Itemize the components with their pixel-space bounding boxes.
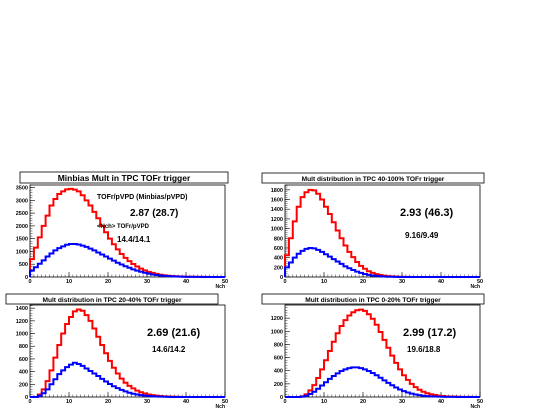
x-tick-label: 20 (105, 279, 111, 285)
y-tick-label: 1400 (271, 207, 283, 213)
chart-title: Mult distribution in TPC 20-40% TOFr tri… (42, 297, 182, 304)
x-tick-label: 50 (222, 399, 228, 405)
annotation: 19.6/18.8 (407, 345, 441, 354)
x-axis-label: Nch (471, 404, 480, 410)
histogram-series-1 (30, 308, 225, 398)
chart-title-box (5, 293, 219, 305)
chart-panel-3: Mult distribution in TPC 20-40% TOFr tri… (5, 293, 228, 410)
x-axis-label: Nch (216, 284, 225, 290)
x-tick-label: 50 (222, 279, 228, 285)
y-tick-label: 0 (25, 395, 28, 401)
y-tick-label: 0 (280, 275, 283, 281)
histogram-series-1 (29, 187, 226, 278)
y-tick-label: 3000 (16, 198, 28, 204)
y-tick-label: 800 (274, 236, 283, 242)
x-tick-label: 10 (321, 399, 327, 405)
y-tick-label: 800 (274, 342, 283, 348)
annotation: 2.69 (21.6) (147, 327, 201, 339)
y-tick-label: 1200 (271, 316, 283, 322)
y-tick-label: 1000 (16, 249, 28, 255)
y-tick-label: 400 (274, 369, 283, 375)
y-tick-label: 1800 (271, 188, 283, 194)
histogram-series-2 (29, 243, 225, 278)
x-tick-label: 30 (399, 279, 405, 285)
x-tick-label: 50 (477, 399, 483, 405)
y-tick-label: 400 (274, 256, 283, 262)
y-tick-label: 600 (274, 356, 283, 362)
y-tick-label: 500 (19, 262, 28, 268)
annotation: 2.93 (46.3) (400, 207, 454, 219)
x-tick-label: 50 (477, 279, 483, 285)
x-tick-label: 20 (360, 399, 366, 405)
x-tick-label: 10 (66, 279, 72, 285)
x-tick-label: 40 (438, 399, 444, 405)
y-tick-label: 200 (274, 265, 283, 271)
y-tick-label: 1600 (271, 198, 283, 204)
y-tick-label: 1200 (16, 319, 28, 325)
histogram-series-1 (285, 308, 480, 398)
x-tick-label: 30 (144, 279, 150, 285)
x-tick-label: 30 (399, 399, 405, 405)
annotation: 2.87 (28.7) (130, 208, 178, 219)
y-tick-label: 800 (19, 344, 28, 350)
y-tick-label: 200 (19, 382, 28, 388)
y-tick-label: 1500 (16, 237, 28, 243)
x-axis-label: Nch (216, 404, 225, 410)
chart-title: Mult distribution in TPC 40-100% TOFr tr… (302, 176, 445, 183)
x-tick-label: 40 (438, 279, 444, 285)
x-tick-label: 40 (183, 399, 189, 405)
y-tick-label: 2000 (16, 224, 28, 230)
y-tick-label: 600 (274, 246, 283, 252)
y-tick-label: 1000 (271, 227, 283, 233)
plot-frame (284, 304, 481, 398)
x-tick-label: 0 (283, 399, 286, 405)
annotation: 9.16/9.49 (405, 231, 439, 240)
x-tick-label: 0 (28, 399, 31, 405)
chart-title: Mult distribution in TPC 0-20% TOFr trig… (305, 297, 441, 304)
y-tick-label: 1000 (16, 332, 28, 338)
annotation: TOFr/pVPD (Minbias/pVPD) (97, 194, 188, 201)
x-axis-label: Nch (471, 284, 480, 290)
annotation: 2.99 (17.2) (403, 327, 457, 339)
y-tick-label: 0 (25, 275, 28, 281)
y-tick-label: 600 (19, 357, 28, 363)
annotation: <Nch> TOFr/pVPD (97, 224, 150, 230)
y-tick-label: 400 (19, 370, 28, 376)
histogram-series-2 (284, 246, 480, 278)
x-tick-label: 0 (283, 279, 286, 285)
chart-title-box (261, 172, 485, 184)
y-tick-label: 0 (280, 395, 283, 401)
y-tick-label: 1200 (271, 217, 283, 223)
chart-panel-4: Mult distribution in TPC 0-20% TOFr trig… (261, 293, 485, 410)
annotation: 14.6/14.2 (152, 345, 186, 354)
histogram-series-2 (30, 361, 225, 398)
chart-title-box (19, 171, 229, 184)
chart-title: Minbias Mult in TPC TOFr trigger (58, 173, 191, 183)
x-tick-label: 10 (66, 399, 72, 405)
x-tick-label: 40 (183, 279, 189, 285)
x-tick-label: 20 (105, 399, 111, 405)
x-tick-label: 30 (144, 399, 150, 405)
x-tick-label: 0 (28, 279, 31, 285)
chart-panel-2: Mult distribution in TPC 40-100% TOFr tr… (261, 172, 485, 290)
x-tick-label: 20 (360, 279, 366, 285)
x-tick-label: 10 (321, 279, 327, 285)
y-tick-label: 1000 (271, 329, 283, 335)
annotation: 14.4/14.1 (117, 235, 151, 244)
chart-title-box (261, 293, 485, 305)
y-tick-label: 1400 (16, 306, 28, 312)
y-tick-label: 2500 (16, 211, 28, 217)
plot-frame (284, 184, 481, 278)
y-tick-label: 3500 (16, 186, 28, 192)
y-tick-label: 200 (274, 382, 283, 388)
chart-panel-1: Minbias Mult in TPC TOFr trigger05001000… (16, 171, 229, 290)
histogram-series-2 (285, 366, 480, 398)
histogram-series-1 (284, 188, 480, 278)
